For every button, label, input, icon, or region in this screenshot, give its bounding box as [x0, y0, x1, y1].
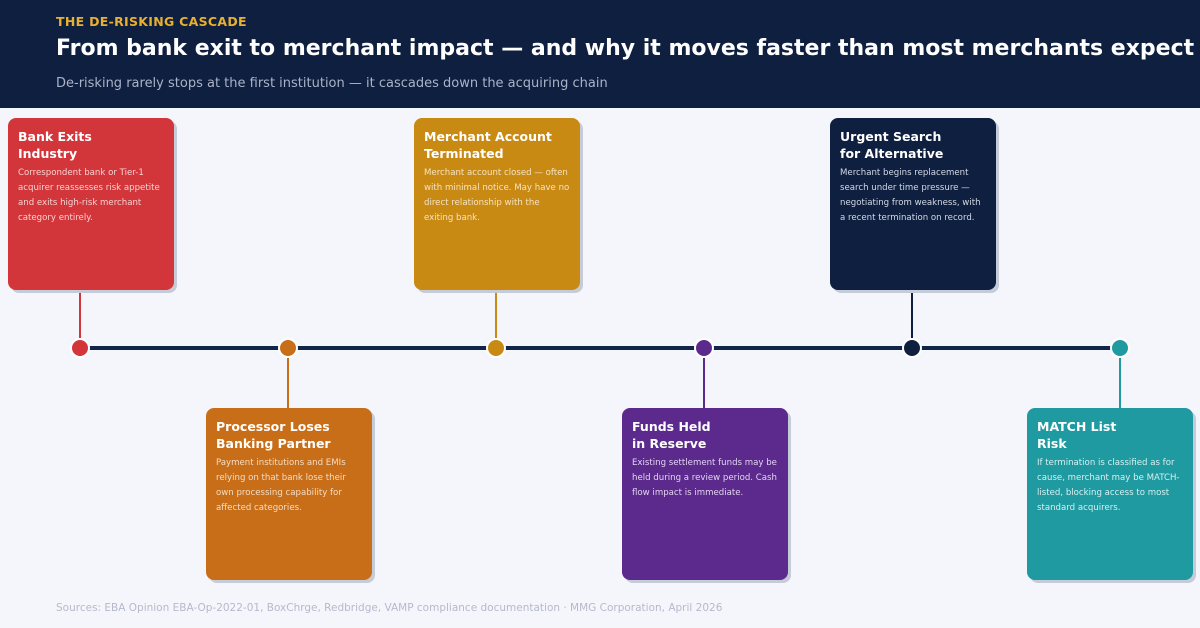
page-subtitle: De-risking rarely stops at the first ins…	[56, 76, 608, 91]
step-title: Bank Exits Industry	[18, 129, 92, 161]
connector-stem-3	[495, 290, 497, 348]
sources-footer: Sources: EBA Opinion EBA-Op-2022-01, Box…	[56, 602, 723, 614]
step-description: Correspondent bank or Tier-1 acquirer re…	[18, 168, 160, 223]
connector-stem-6	[1119, 348, 1121, 408]
connector-stem-1	[79, 290, 81, 348]
connector-stem-2	[287, 348, 289, 408]
timeline-node-1	[70, 338, 90, 358]
step-card-urgent-search: Urgent Search for Alternative Merchant be…	[830, 118, 996, 290]
timeline-node-5	[902, 338, 922, 358]
step-description: If termination is classified as for caus…	[1037, 458, 1180, 513]
timeline-node-6	[1110, 338, 1130, 358]
timeline-node-2	[278, 338, 298, 358]
step-title: MATCH List Risk	[1037, 419, 1117, 451]
connector-stem-4	[703, 348, 705, 408]
timeline-node-3	[486, 338, 506, 358]
step-card-match-list-risk: MATCH List Risk If termination is classif…	[1027, 408, 1193, 580]
step-description: Payment institutions and EMIs relying on…	[216, 458, 346, 513]
step-title: Processor Loses Banking Partner	[216, 419, 331, 451]
step-title: Urgent Search for Alternative	[840, 129, 944, 161]
header-banner: THE DE-RISKING CASCADE From bank exit to…	[0, 0, 1200, 108]
step-title: Merchant Account Terminated	[424, 129, 552, 161]
step-description: Existing settlement funds may be held du…	[632, 458, 777, 498]
step-description: Merchant account closed — often with min…	[424, 168, 570, 223]
step-title: Funds Held in Reserve	[632, 419, 711, 451]
step-card-processor-loses-partner: Processor Loses Banking Partner Payment i…	[206, 408, 372, 580]
eyebrow-label: THE DE-RISKING CASCADE	[56, 14, 247, 29]
connector-stem-5	[911, 290, 913, 348]
step-description: Merchant begins replacement search under…	[840, 168, 981, 223]
page-title: From bank exit to merchant impact — and …	[56, 36, 1195, 61]
step-card-bank-exits: Bank Exits Industry Correspondent bank or…	[8, 118, 174, 290]
step-card-merchant-account-terminated: Merchant Account Terminated Merchant acco…	[414, 118, 580, 290]
timeline-node-4	[694, 338, 714, 358]
timeline-line	[80, 346, 1120, 350]
step-card-funds-held: Funds Held in Reserve Existing settlement…	[622, 408, 788, 580]
